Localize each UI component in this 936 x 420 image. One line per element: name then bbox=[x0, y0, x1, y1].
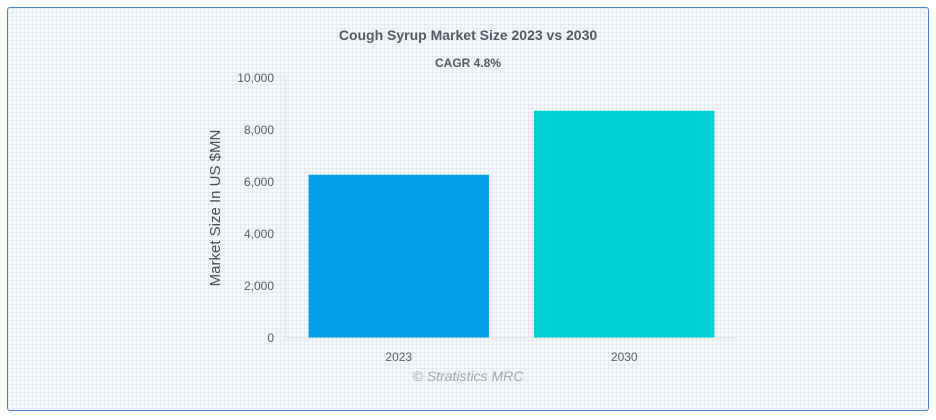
y-tick-label: 8,000 bbox=[244, 123, 274, 137]
source-credit: © Stratistics MRC bbox=[412, 368, 524, 384]
y-tick-label: 6,000 bbox=[244, 175, 274, 189]
y-axis: 0 2,000 4,000 6,000 8,000 10,000 bbox=[237, 71, 287, 345]
y-axis-label: Market Size In US $MN bbox=[207, 130, 224, 287]
x-tick-label: 2030 bbox=[611, 350, 638, 364]
chart-subtitle: CAGR 4.8% bbox=[434, 56, 502, 70]
y-tick-label: 2,000 bbox=[244, 279, 274, 293]
x-tick-label: 2023 bbox=[385, 350, 412, 364]
bar-2030[interactable] bbox=[534, 110, 715, 338]
bar-2023[interactable] bbox=[308, 174, 489, 338]
y-tick-label: 4,000 bbox=[244, 227, 274, 241]
chart-title: Cough Syrup Market Size 2023 vs 2030 bbox=[338, 27, 598, 43]
y-tick-label: 10,000 bbox=[237, 71, 274, 85]
y-tick-label: 0 bbox=[267, 331, 274, 345]
bar-series bbox=[308, 110, 715, 338]
x-axis: 2023 2030 bbox=[286, 337, 737, 364]
